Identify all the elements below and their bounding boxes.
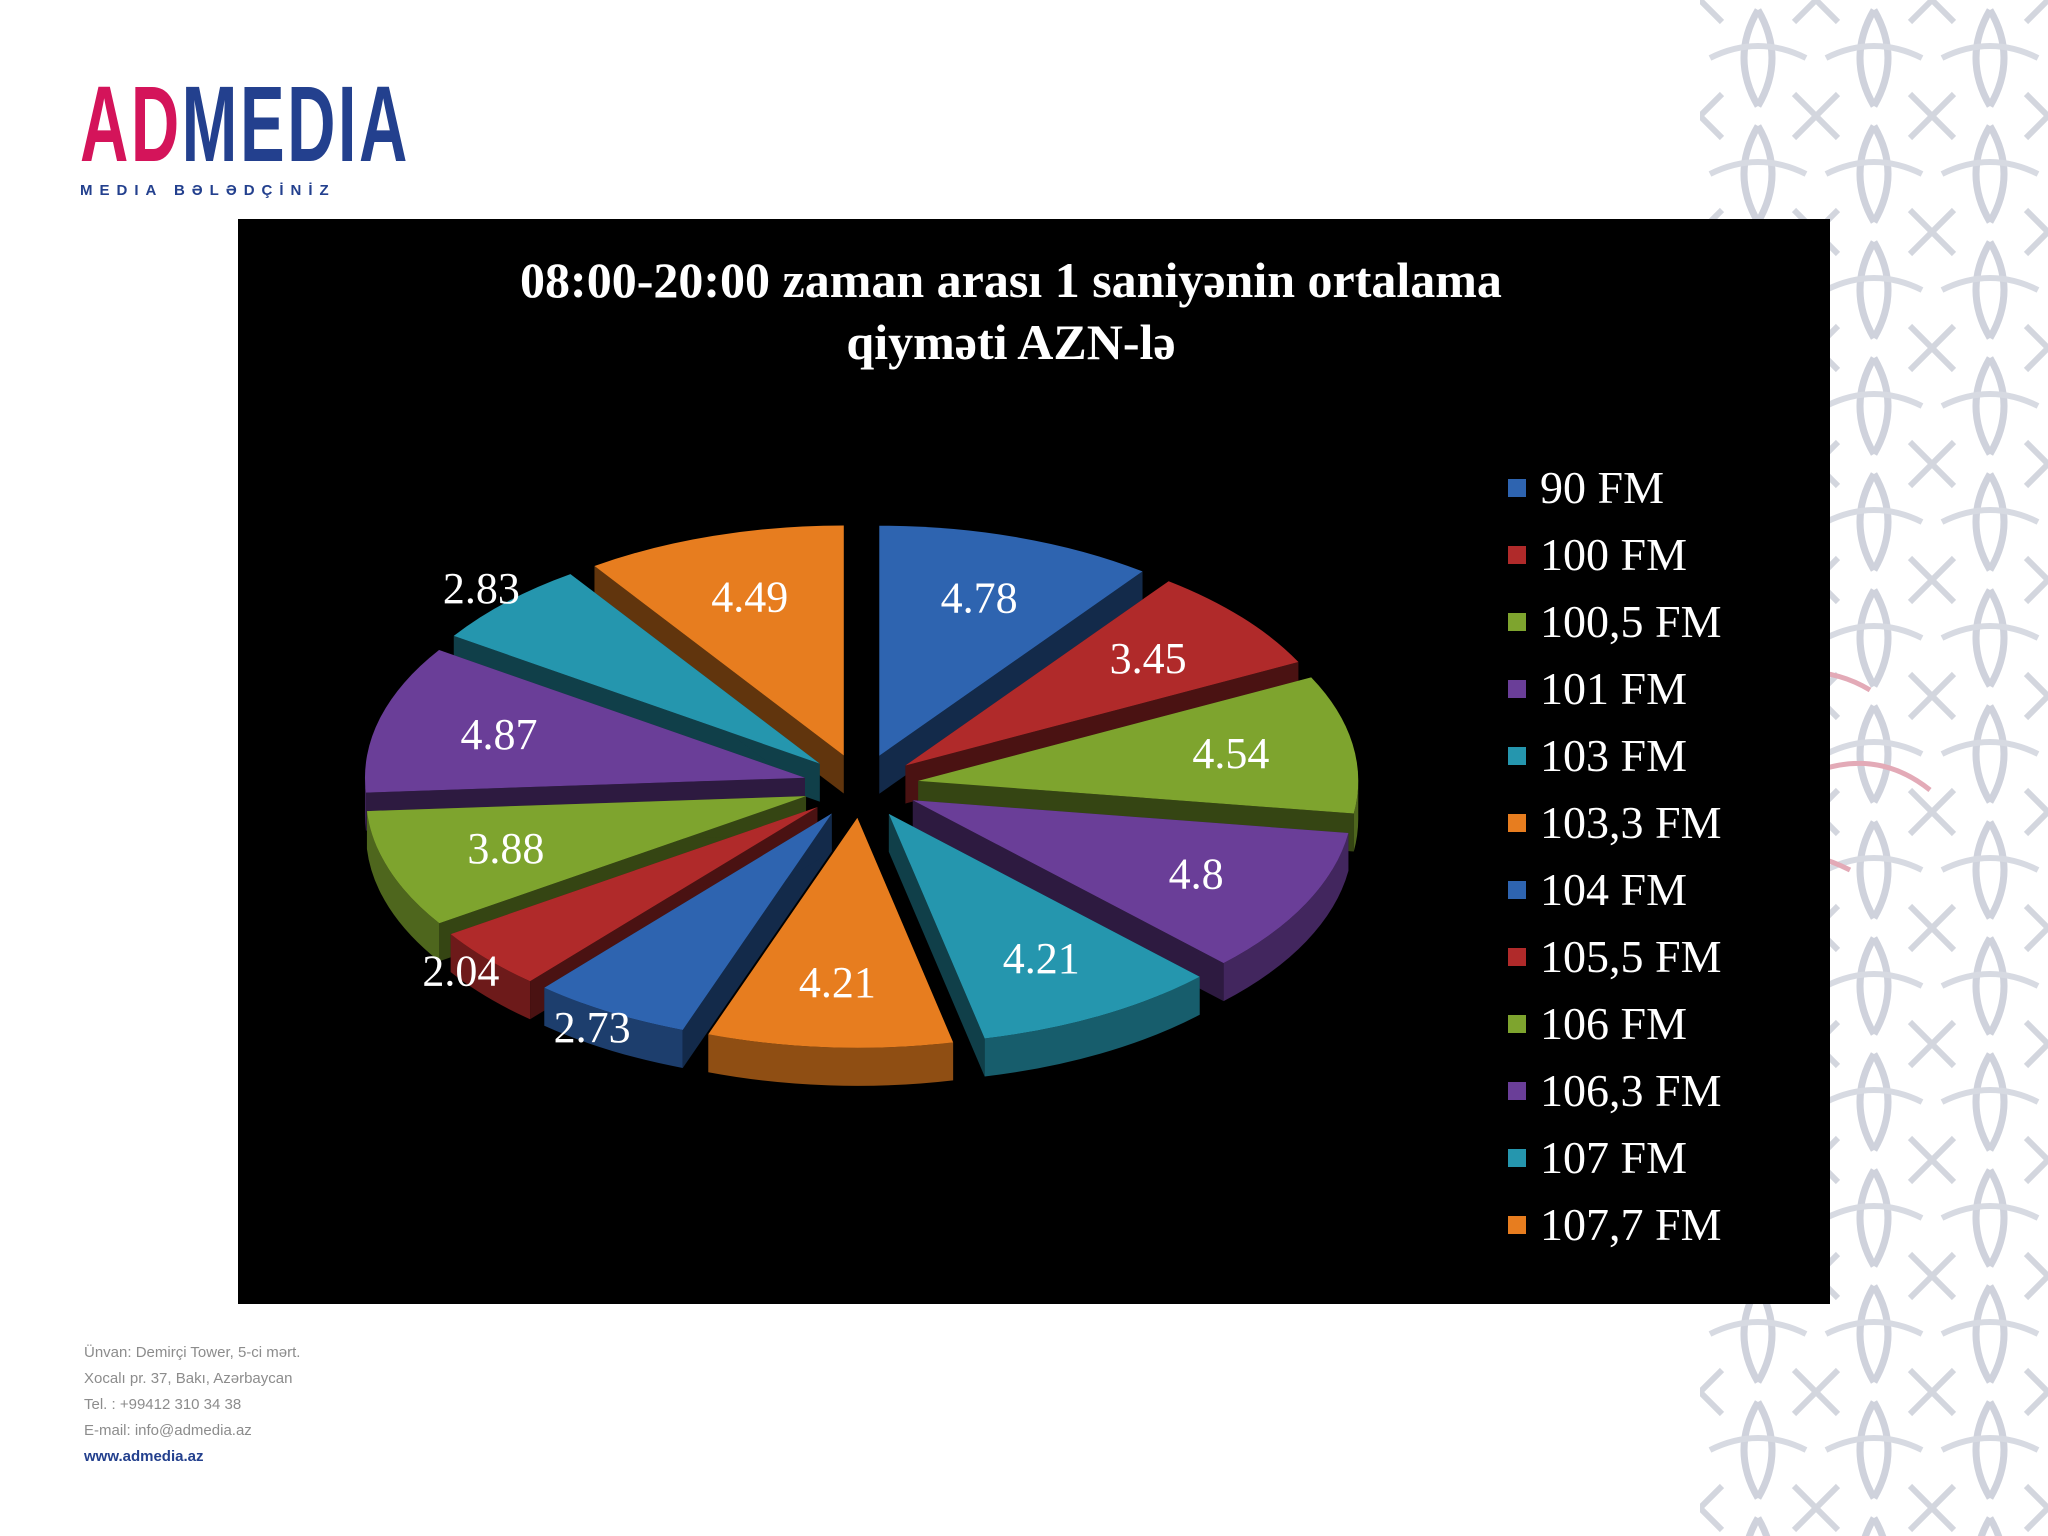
data-label-2: 3.45: [1110, 634, 1187, 683]
legend-item-9: 106 FM: [1508, 990, 1721, 1057]
data-label-10: 4.87: [460, 710, 537, 759]
legend-swatch: [1508, 1148, 1526, 1167]
data-label-4: 4.8: [1169, 849, 1224, 898]
admedia-logo: ADMEDIA MEDIA BƏLƏDÇİNİZ: [80, 63, 612, 200]
legend-swatch: [1508, 1215, 1526, 1234]
legend-swatch: [1508, 545, 1526, 564]
footer-email[interactable]: E-mail: info@admedia.az: [84, 1422, 252, 1439]
legend-swatch: [1508, 1081, 1526, 1100]
legend-label: 104 FM: [1540, 863, 1687, 915]
pie-slice-7: [544, 813, 832, 1068]
legend-swatch: [1508, 612, 1526, 631]
legend-item-5: 103 FM: [1508, 722, 1721, 789]
contact-footer: Ünvan: Demirçi Tower, 5-ci mərt. Xocalı …: [84, 1340, 300, 1470]
legend-label: 105,5 FM: [1540, 930, 1722, 982]
pie-chart: 4.78 3.454.54 4.8 4.21 4.21 2.73 2.04 3.88 4.87 2…: [364, 525, 1359, 1086]
legend-item-1: 90 FM: [1508, 454, 1721, 521]
legend-item-8: 105,5 FM: [1508, 923, 1721, 990]
data-label-12: 4.49: [711, 572, 788, 621]
legend-item-3: 100,5 FM: [1508, 588, 1721, 655]
legend-swatch: [1508, 880, 1526, 899]
legend-label: 106 FM: [1540, 997, 1687, 1049]
chart-legend: 90 FM 100 FM 100,5 FM 101 FM 103 FM 103,3 FM 1…: [1508, 454, 1721, 1258]
footer-address-line-1: Ünvan: Demirçi Tower, 5-ci mərt.: [84, 1344, 301, 1361]
chart-panel: 08:00-20:00 zaman arası 1 saniyənin orta…: [238, 219, 1830, 1304]
chart-title-line-2: qiyməti AZN-lə: [846, 314, 1176, 370]
legend-swatch: [1508, 947, 1526, 966]
logo-wordmark: ADMEDIA: [80, 63, 410, 184]
legend-label: 106,3 FM: [1540, 1064, 1722, 1116]
legend-label: 100,5 FM: [1540, 595, 1722, 647]
legend-item-10: 106,3 FM: [1508, 1057, 1721, 1124]
data-label-1: 4.78: [941, 574, 1018, 623]
legend-item-6: 103,3 FM: [1508, 789, 1721, 856]
legend-label: 101 FM: [1540, 662, 1687, 714]
data-label-11: 2.83: [443, 564, 520, 613]
legend-label: 103,3 FM: [1540, 796, 1722, 848]
data-label-3: 4.54: [1192, 729, 1269, 778]
legend-label: 107 FM: [1540, 1131, 1687, 1183]
data-label-6: 4.21: [799, 958, 876, 1007]
data-label-5: 4.21: [1003, 934, 1080, 983]
footer-phone: Tel. : +99412 310 34 38: [84, 1396, 242, 1413]
logo-tagline: MEDIA BƏLƏDÇİNİZ: [80, 182, 336, 199]
pie-slice-5: [888, 813, 1200, 1077]
legend-item-12: 107,7 FM: [1508, 1191, 1721, 1258]
legend-item-11: 107 FM: [1508, 1124, 1721, 1191]
legend-label: 107,7 FM: [1540, 1198, 1722, 1250]
legend-swatch: [1508, 679, 1526, 698]
legend-swatch: [1508, 478, 1526, 497]
footer-website-link[interactable]: www.admedia.az: [84, 1448, 204, 1465]
legend-item-4: 101 FM: [1508, 655, 1721, 722]
chart-title: 08:00-20:00 zaman arası 1 saniyənin orta…: [238, 249, 1784, 373]
data-label-8: 2.04: [422, 946, 499, 995]
legend-item-7: 104 FM: [1508, 856, 1721, 923]
data-label-7: 2.73: [554, 1003, 631, 1052]
data-label-9: 3.88: [467, 824, 544, 873]
legend-item-2: 100 FM: [1508, 521, 1721, 588]
legend-label: 103 FM: [1540, 729, 1687, 781]
legend-swatch: [1508, 1014, 1526, 1033]
legend-label: 100 FM: [1540, 528, 1687, 580]
legend-swatch: [1508, 813, 1526, 832]
pie-slice-6: [708, 817, 954, 1086]
footer-address-line-2: Xocalı pr. 37, Bakı, Azərbaycan: [84, 1370, 293, 1387]
legend-swatch: [1508, 746, 1526, 765]
chart-title-line-1: 08:00-20:00 zaman arası 1 saniyənin orta…: [520, 252, 1502, 308]
legend-label: 90 FM: [1540, 461, 1664, 513]
